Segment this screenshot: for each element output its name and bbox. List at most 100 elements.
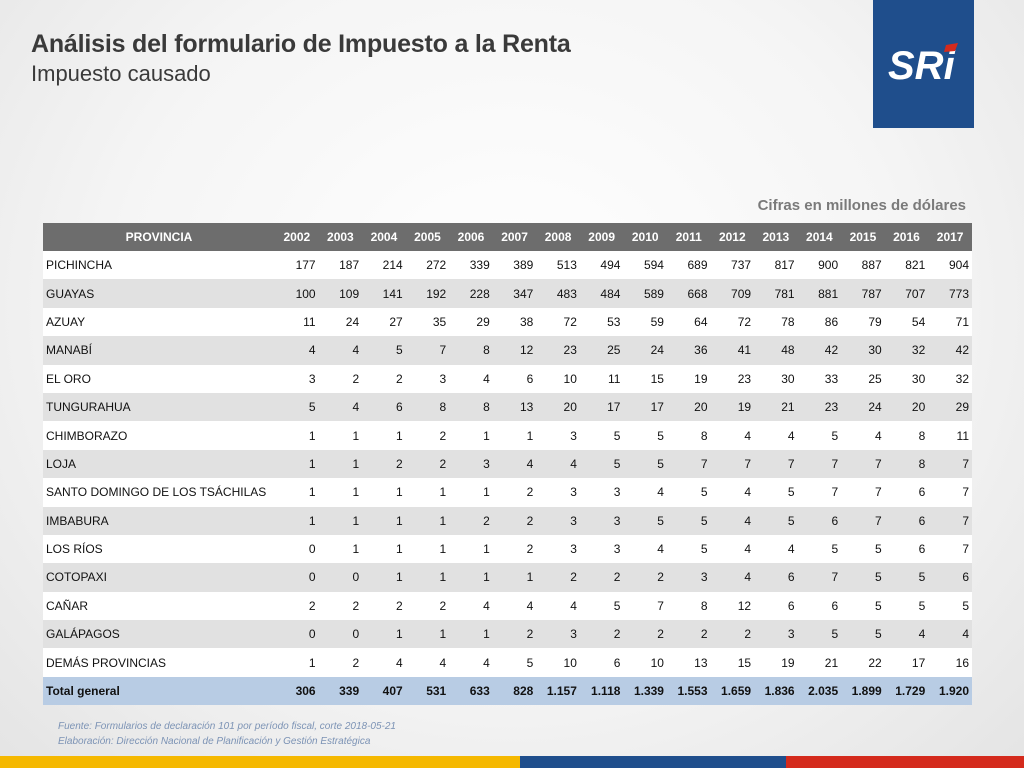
value-cell: 2 (492, 620, 537, 649)
value-cell: 3 (536, 421, 580, 450)
value-cell: 35 (405, 307, 450, 337)
value-cell: 4 (318, 336, 363, 365)
value-cell: 4 (710, 506, 755, 535)
province-cell: GUAYAS (43, 279, 276, 308)
value-cell: 5 (928, 591, 972, 621)
table-row: PICHINCHA 177 187 214 272 339 389 513 494 594 689 7… (43, 251, 972, 280)
total-row: Total general 306 339 407 531 633 828 1.157 1.11… (43, 676, 972, 706)
value-cell: 1 (449, 421, 493, 450)
column-header-provincia: PROVINCIA (43, 223, 276, 251)
value-cell: 141 (362, 279, 406, 308)
province-cell: CHIMBORAZO (43, 421, 276, 450)
value-cell: 24 (623, 336, 667, 365)
value-cell: 1 (362, 506, 406, 535)
value-cell: 42 (928, 336, 972, 365)
table-row: AZUAY 11 24 27 35 29 38 72 53 59 64 72 78 86 79 54 71 (43, 307, 972, 337)
value-cell: 2 (449, 506, 493, 535)
page-title: Análisis del formulario de Impuesto a la… (31, 30, 571, 58)
value-cell: 20 (666, 392, 711, 422)
total-label-cell: Total general (43, 676, 276, 706)
value-cell: 71 (928, 307, 972, 337)
value-cell: 2 (318, 364, 363, 393)
province-cell: MANABÍ (43, 336, 276, 365)
value-cell: 17 (623, 392, 667, 422)
value-cell: 5 (841, 563, 885, 592)
value-cell: 594 (623, 251, 667, 280)
value-cell: 4 (275, 336, 319, 365)
value-cell: 2 (362, 449, 406, 479)
value-cell: 6 (754, 563, 798, 592)
value-cell: 4 (841, 421, 885, 450)
total-value-cell: 407 (362, 676, 406, 706)
value-cell: 228 (449, 279, 493, 308)
value-cell: 27 (362, 307, 406, 337)
table-row: MANABÍ 4 4 5 7 8 12 23 25 24 36 41 48 42 30 32 42 (43, 336, 972, 365)
table-row: LOJA 1 1 2 2 3 4 4 5 5 7 7 7 7 7 8 7 (43, 449, 972, 479)
table-row: SANTO DOMINGO DE LOS TSÁCHILAS 1 1 1 1 1 2 3 3 4 5… (43, 478, 972, 507)
value-cell: 3 (579, 506, 624, 535)
value-cell: 3 (405, 364, 450, 393)
value-cell: 53 (579, 307, 624, 337)
value-cell: 8 (449, 392, 493, 422)
value-cell: 30 (841, 336, 885, 365)
value-cell: 32 (884, 336, 929, 365)
value-cell: 6 (754, 591, 798, 621)
value-cell: 5 (797, 620, 842, 649)
value-cell: 19 (666, 364, 711, 393)
value-cell: 5 (275, 392, 319, 422)
value-cell: 6 (928, 563, 972, 592)
value-cell: 36 (666, 336, 711, 365)
value-cell: 6 (362, 392, 406, 422)
province-cell: PICHINCHA (43, 251, 276, 280)
value-cell: 2 (579, 563, 624, 592)
footer-bar-yellow (0, 756, 520, 768)
value-cell: 13 (492, 392, 537, 422)
value-cell: 817 (754, 251, 798, 280)
total-value-cell: 1.118 (579, 676, 624, 706)
value-cell: 7 (841, 449, 885, 479)
value-cell: 86 (797, 307, 842, 337)
total-value-cell: 1.899 (841, 676, 885, 706)
value-cell: 5 (579, 449, 624, 479)
value-cell: 0 (275, 620, 319, 649)
value-cell: 513 (536, 251, 580, 280)
value-cell: 2 (492, 534, 537, 564)
value-cell: 4 (492, 591, 537, 621)
value-cell: 19 (754, 648, 798, 677)
value-cell: 2 (405, 449, 450, 479)
value-cell: 7 (841, 478, 885, 507)
value-cell: 12 (710, 591, 755, 621)
value-cell: 0 (275, 534, 319, 564)
province-cell: TUNGURAHUA (43, 392, 276, 422)
value-cell: 709 (710, 279, 755, 308)
value-cell: 23 (710, 364, 755, 393)
value-cell: 1 (318, 478, 363, 507)
value-cell: 494 (579, 251, 624, 280)
value-cell: 4 (884, 620, 929, 649)
table-row: LOS RÍOS 0 1 1 1 1 2 3 3 4 5 4 4 5 5 6 7 (43, 534, 972, 564)
sri-logo-mark: SRi (888, 43, 958, 87)
table-row: EL ORO 3 2 2 3 4 6 10 11 15 19 23 30 33 25 30 32 (43, 364, 972, 393)
column-header-year: 2016 (884, 223, 929, 251)
value-cell: 4 (928, 620, 972, 649)
column-header-year: 2008 (536, 223, 580, 251)
value-cell: 0 (275, 563, 319, 592)
value-cell: 881 (797, 279, 842, 308)
value-cell: 1 (449, 620, 493, 649)
value-cell: 25 (841, 364, 885, 393)
value-cell: 2 (405, 421, 450, 450)
value-cell: 2 (405, 591, 450, 621)
column-header-year: 2004 (362, 223, 406, 251)
value-cell: 10 (623, 648, 667, 677)
value-cell: 7 (623, 591, 667, 621)
column-header-year: 2007 (492, 223, 537, 251)
value-cell: 1 (275, 648, 319, 677)
value-cell: 32 (928, 364, 972, 393)
value-cell: 1 (405, 563, 450, 592)
value-cell: 4 (449, 591, 493, 621)
value-cell: 5 (754, 478, 798, 507)
value-cell: 1 (318, 506, 363, 535)
total-value-cell: 1.659 (710, 676, 755, 706)
value-cell: 5 (666, 478, 711, 507)
value-cell: 1 (405, 506, 450, 535)
